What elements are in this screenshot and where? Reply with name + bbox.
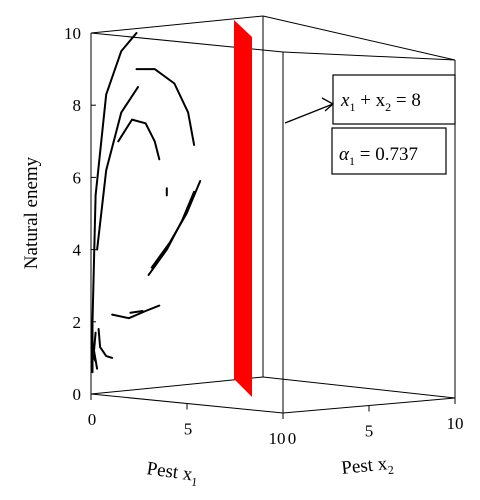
equation-text: x1 + x2 = 8 <box>340 90 421 114</box>
trajectory-10 <box>97 328 114 359</box>
trajectory-7 <box>111 304 161 320</box>
parameter-value: = 0.737 <box>355 144 418 165</box>
y-axis-label-text: Pest x <box>340 453 388 479</box>
box-edge-front-top <box>90 32 284 53</box>
trajectory-11 <box>93 331 99 370</box>
z-tick-label-0: 0 <box>73 385 82 404</box>
parameter-text: α1 = 0.737 <box>339 144 418 168</box>
parameter-box <box>331 127 447 175</box>
trajectories <box>91 32 202 374</box>
arrow-shaft <box>284 103 334 124</box>
trajectory-3 <box>117 118 161 161</box>
y-tick-label-0: 0 <box>288 429 297 448</box>
z-tick-label-4: 4 <box>73 241 82 260</box>
x-tick-label-0: 0 <box>88 410 97 429</box>
x-axis-label-sub: 1 <box>190 474 198 489</box>
box-edge-right-top <box>282 51 456 61</box>
parameter-sub: 1 <box>349 154 355 168</box>
annotation-arrow <box>284 97 335 124</box>
trajectory-1 <box>91 32 138 374</box>
z-tick-label-2: 2 <box>73 313 82 332</box>
equation-annotation: x1 + x2 = 8 <box>332 74 456 125</box>
z-axis-label: Natural enemy <box>21 156 42 269</box>
z-tick-label-6: 6 <box>73 168 82 187</box>
equation-var-a: x <box>340 90 350 111</box>
trajectory-8 <box>129 310 144 314</box>
plot-box <box>90 15 456 414</box>
equation-rhs: = 8 <box>391 90 421 111</box>
box-edge-back-bottom <box>90 376 264 395</box>
y-tick-label-5: 5 <box>365 422 374 441</box>
y-axis-label: Pest x2 <box>340 453 394 482</box>
arrow-head <box>321 97 335 112</box>
y-axis-label-sub: 2 <box>387 463 394 478</box>
equation-box <box>332 74 456 125</box>
trajectory-2 <box>96 86 139 251</box>
z-tick-label-8: 8 <box>73 96 82 115</box>
parameter-symbol: α <box>339 144 350 165</box>
box-edge-back-bottom-right <box>262 376 456 399</box>
box-edge-back-right <box>262 15 456 61</box>
y-tick-label-10: 10 <box>447 414 464 433</box>
parameter-annotation: α1 = 0.737 <box>331 127 447 175</box>
x-axis-label-text: Pest x <box>145 458 194 485</box>
equation-sub-b: 2 <box>385 100 391 114</box>
trajectory-6 <box>147 190 196 276</box>
x-tick-label-10: 10 <box>269 429 286 448</box>
plane-x1-plus-x2 <box>234 20 252 397</box>
equation-plus: + x <box>355 90 385 111</box>
trajectory-4 <box>135 68 196 146</box>
box-edge-back-top <box>90 15 264 34</box>
x-axis-label: Pest x1 <box>145 458 200 489</box>
equation-sub-a: 1 <box>349 100 355 114</box>
x-tick-label-5: 5 <box>184 420 193 439</box>
z-tick-label-10: 10 <box>64 24 81 43</box>
